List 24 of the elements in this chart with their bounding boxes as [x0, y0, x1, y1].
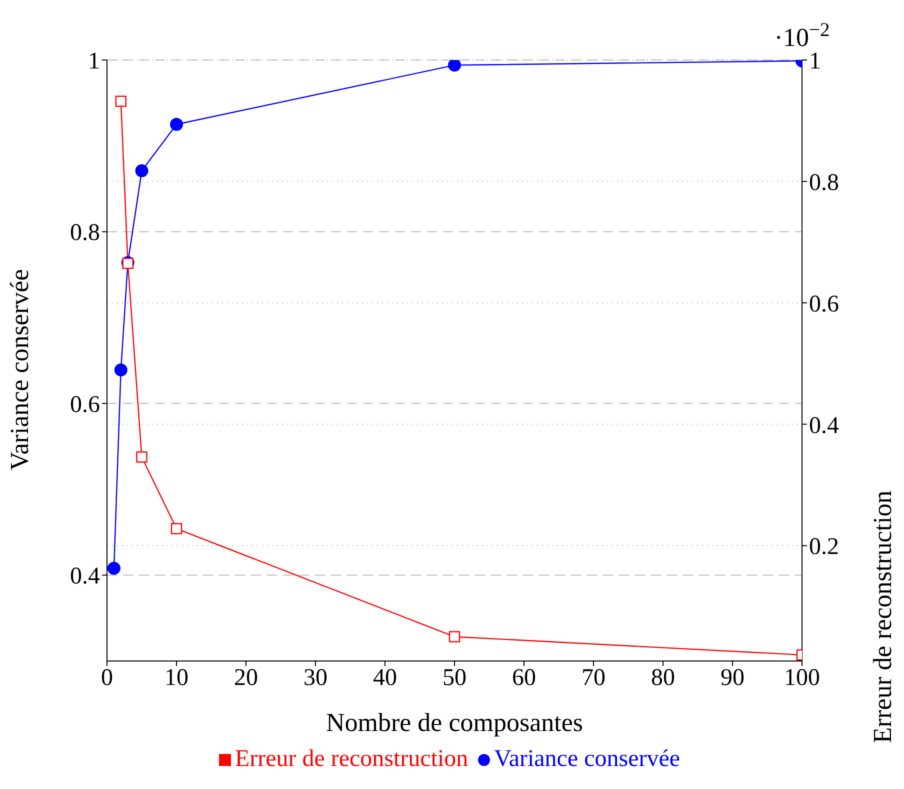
- legend-label: Erreur de reconstruction: [234, 746, 468, 772]
- x-tick-label: 100: [784, 665, 820, 692]
- x-axis-title: Nombre de composantes: [326, 708, 584, 737]
- x-tick-label: 90: [720, 665, 744, 692]
- x-tick-label: 0: [101, 665, 113, 692]
- x-tick-label: 60: [512, 665, 536, 692]
- x-tick-label: 20: [234, 665, 258, 692]
- y2-tick-label: 0.2: [809, 534, 839, 560]
- y2-tick-label: 0.8: [809, 170, 839, 196]
- x-tick-label: 10: [164, 665, 188, 692]
- x-tick-label: 30: [304, 665, 328, 692]
- y2-tick-label: 0.4: [809, 412, 839, 439]
- legend-label: Variance conservée: [494, 746, 680, 772]
- x-tick-label: 50: [442, 665, 466, 692]
- y2-axis-title: Erreur de reconstruction: [868, 490, 898, 744]
- y-tick-label: 0.6: [70, 392, 100, 418]
- x-tick-label: 40: [373, 665, 397, 692]
- y2-tick-label: 0.6: [809, 291, 839, 318]
- y-tick-label: 0.4: [70, 564, 100, 590]
- x-tick-label: 70: [582, 665, 606, 692]
- y-tick-label: 1: [88, 48, 100, 75]
- y-tick-label: 0.8: [70, 220, 100, 246]
- y-axis-title: Variance conservée: [5, 269, 34, 470]
- x-tick-label: 80: [651, 665, 675, 692]
